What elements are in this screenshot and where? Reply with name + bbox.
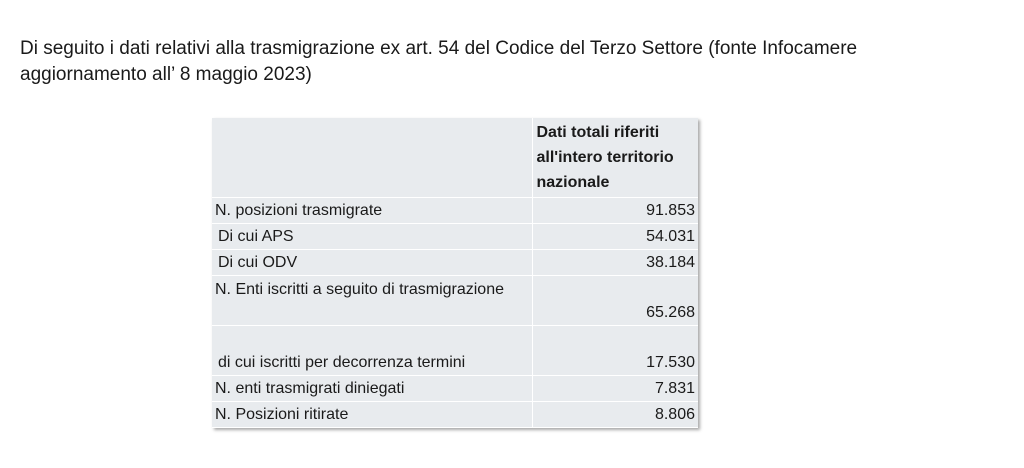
table-header-row: Dati totali riferiti all'intero territor…	[212, 118, 698, 198]
row-label: Di cui ODV	[212, 249, 533, 276]
table-row: di cui iscritti per decorrenza termini 1…	[212, 325, 698, 376]
row-label: N. posizioni trasmigrate	[212, 197, 533, 224]
table-row: N. Enti iscritti a seguito di trasmigraz…	[212, 275, 698, 326]
intro-paragraph: Di seguito i dati relativi alla trasmigr…	[20, 36, 980, 88]
table-row: Di cui ODV 38.184	[212, 249, 698, 276]
row-value: 54.031	[532, 223, 698, 250]
row-value: 17.530	[532, 325, 698, 376]
table-row: N. Posizioni ritirate 8.806	[212, 401, 698, 428]
row-value: 8.806	[532, 401, 698, 428]
row-value: 38.184	[532, 249, 698, 276]
intro-line-2: aggiornamento all’ 8 maggio 2023)	[20, 64, 312, 85]
row-value: 65.268	[532, 275, 698, 326]
header-blank-cell	[212, 118, 533, 198]
data-table-container: Dati totali riferiti all'intero territor…	[212, 118, 698, 428]
row-label: di cui iscritti per decorrenza termini	[212, 325, 533, 376]
table-row: Di cui APS 54.031	[212, 223, 698, 250]
row-label: Di cui APS	[212, 223, 533, 250]
row-value: 91.853	[532, 197, 698, 224]
table-row: N. posizioni trasmigrate 91.853	[212, 197, 698, 224]
row-label: N. Enti iscritti a seguito di trasmigraz…	[212, 275, 533, 326]
data-table: Dati totali riferiti all'intero territor…	[212, 118, 698, 428]
row-label: N. Posizioni ritirate	[212, 401, 533, 428]
row-label: N. enti trasmigrati diniegati	[212, 375, 533, 402]
row-value: 7.831	[532, 375, 698, 402]
table-row: N. enti trasmigrati diniegati 7.831	[212, 375, 698, 402]
column-header: Dati totali riferiti all'intero territor…	[532, 118, 698, 198]
intro-line-1: Di seguito i dati relativi alla trasmigr…	[20, 38, 858, 59]
